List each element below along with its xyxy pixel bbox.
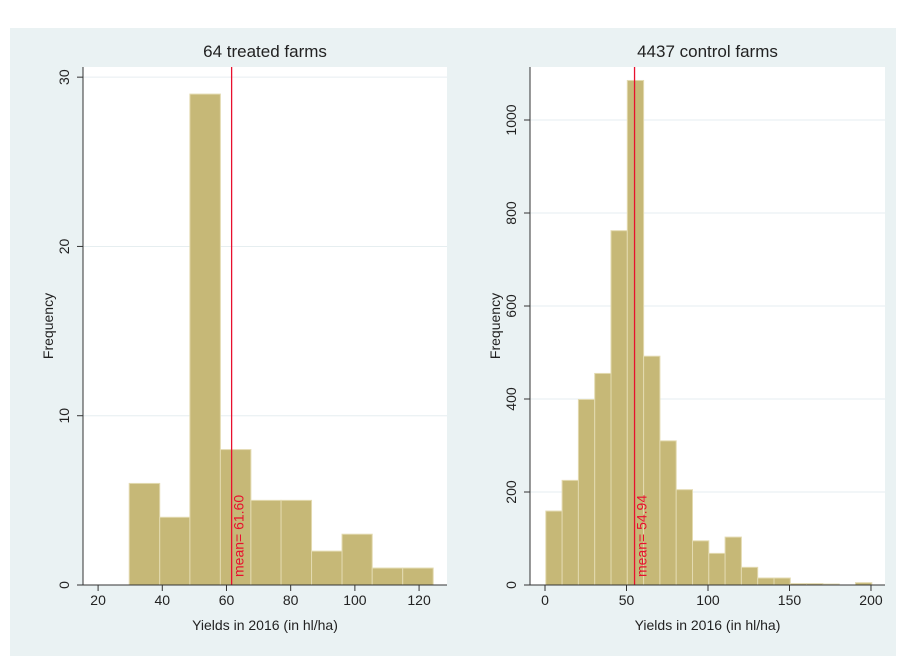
bar	[128, 482, 161, 586]
bar	[740, 566, 759, 586]
y-tick-label: 600	[503, 294, 519, 318]
bar	[371, 567, 404, 586]
chart-title: 4437 control farms	[637, 42, 778, 61]
bar	[594, 372, 612, 586]
x-axis-title: Yields in 2016 (in hl/ha)	[192, 617, 338, 633]
bar	[189, 93, 221, 586]
y-tick-label: 800	[503, 201, 519, 225]
x-tick-label: 80	[283, 592, 299, 608]
bar	[724, 536, 742, 586]
bar	[773, 577, 791, 586]
bar	[577, 398, 596, 586]
y-tick-label: 20	[56, 238, 72, 254]
bar	[250, 499, 282, 586]
x-tick-label: 20	[90, 592, 106, 608]
y-tick-label: 200	[503, 480, 519, 504]
bar	[402, 567, 434, 586]
chart-title: 64 treated farms	[203, 42, 327, 61]
x-tick-label: 100	[343, 592, 367, 608]
bar	[675, 489, 694, 586]
x-tick-label: 60	[219, 592, 235, 608]
y-tick-label: 10	[56, 408, 72, 424]
bar	[659, 440, 677, 586]
bar	[692, 540, 710, 586]
mean-label: mean= 54.94	[634, 495, 650, 577]
y-tick-label: 400	[503, 387, 519, 411]
bar	[280, 499, 313, 586]
x-tick-label: 100	[696, 592, 720, 608]
bar	[311, 550, 343, 586]
x-tick-label: 40	[154, 592, 170, 608]
bar	[545, 510, 563, 586]
x-axis-title: Yields in 2016 (in hl/ha)	[635, 617, 781, 633]
bar	[757, 577, 775, 586]
y-tick-label: 0	[503, 581, 519, 589]
y-tick-label: 30	[56, 69, 72, 85]
x-tick-label: 50	[619, 592, 635, 608]
bar	[159, 516, 191, 586]
y-tick-label: 1000	[503, 104, 519, 135]
bar	[561, 479, 579, 586]
bar	[610, 230, 628, 586]
bar	[341, 533, 373, 586]
bar	[708, 552, 726, 586]
x-tick-label: 150	[778, 592, 802, 608]
y-axis-title: Frequency	[40, 293, 56, 359]
x-tick-label: 200	[859, 592, 883, 608]
y-axis-title: Frequency	[487, 293, 503, 359]
x-tick-label: 0	[541, 592, 549, 608]
mean-label: mean= 61.60	[231, 495, 247, 577]
x-tick-label: 120	[407, 592, 431, 608]
y-tick-label: 0	[56, 581, 72, 589]
